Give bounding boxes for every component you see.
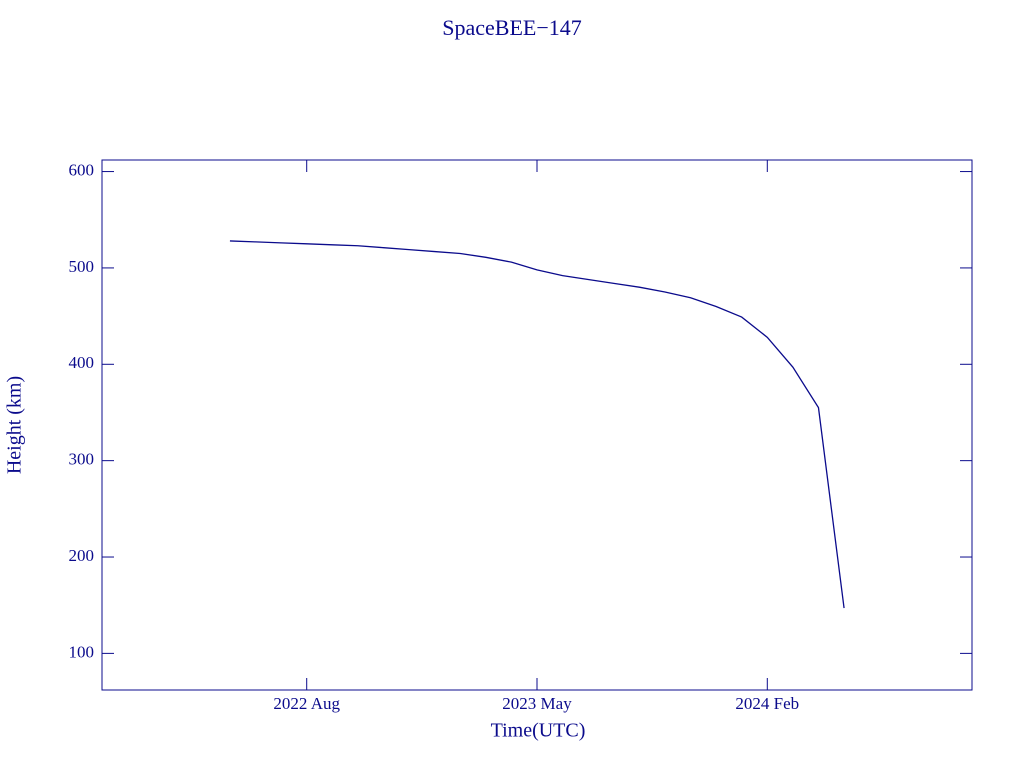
x-tick-label: 2022 Aug — [273, 694, 340, 713]
plot-frame — [101, 159, 973, 691]
y-tick-label: 300 — [69, 450, 95, 469]
data-line — [229, 240, 845, 609]
y-tick-label: 200 — [69, 546, 95, 565]
y-tick-label: 600 — [69, 160, 95, 179]
y-tick-label: 400 — [69, 353, 95, 372]
chart-title: SpaceBEE−147 — [442, 15, 582, 40]
x-tick-label: 2024 Feb — [735, 694, 799, 713]
y-tick-label: 500 — [69, 257, 95, 276]
y-tick-label: 100 — [69, 642, 95, 661]
y-axis-label: Height (km) — [4, 376, 26, 474]
x-tick-label: 2023 May — [502, 694, 572, 713]
x-axis-label: Time(UTC) — [491, 720, 586, 742]
